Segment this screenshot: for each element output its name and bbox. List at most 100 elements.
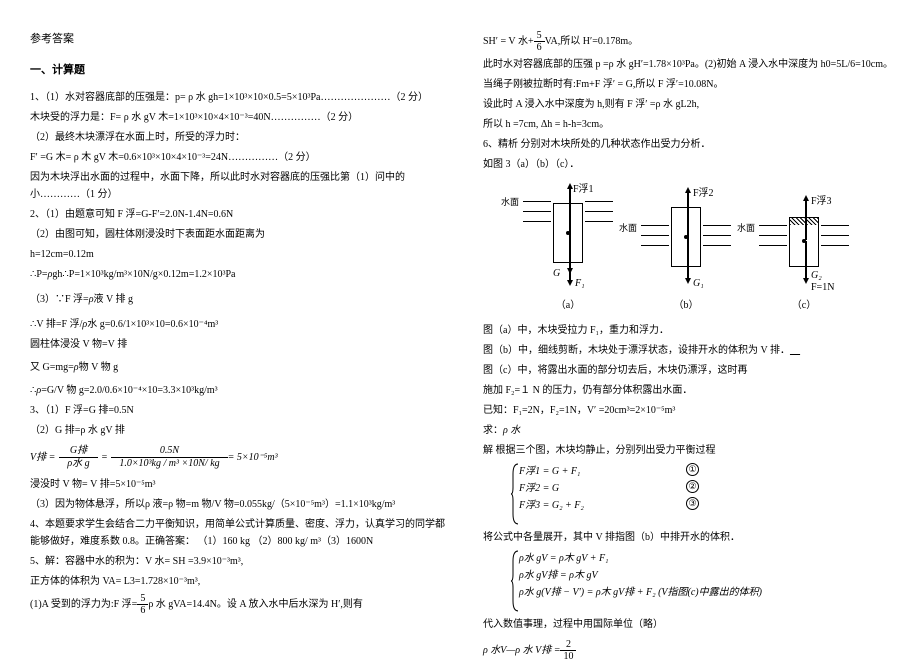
eq6: ρ水 g(V排 − V′) = ρ木 gV排 + F₂ (V指图(c)中露出的体… <box>519 584 762 601</box>
p-3-2: （2）G 排=ρ 水 gV 排 <box>30 422 447 439</box>
eq4: ρ水 gV = ρ木 gV + F₁ <box>519 550 609 567</box>
brace-group-1: F浮1 = G + F₁① F浮2 = G② F浮3 = G₂ + F₂③ <box>511 463 900 525</box>
p-2-5: （3）∵F 浮=ρ液 V 排 g <box>30 291 447 308</box>
r-p9: 图（b）中，细线剪断，木块处于漂浮状态，设排开水的体积为 V 排．__ <box>483 342 900 359</box>
fraction-5-6-left: 5 6 <box>137 593 148 616</box>
diagram-labels: （a） （b） （c） <box>523 297 900 314</box>
r-p6: 6、精析 分别对木块所处的几种状态作出受力分析． <box>483 136 900 153</box>
r-p2: 此时水对容器底部的压强 p =ρ 水 gH′=1.78×10³Pa。(2)初始 … <box>483 56 900 73</box>
dlabel-c: （c） <box>759 297 849 314</box>
left-column: 参考答案 一、计算题 1、（1）水对容器底部的压强是：p= ρ 水 gh=1×1… <box>30 30 465 640</box>
heading-answers: 参考答案 <box>30 30 447 49</box>
final-den: 10 <box>560 651 576 662</box>
frac56-den: 6 <box>137 605 148 616</box>
dlabel-b: （b） <box>641 297 731 314</box>
p-3-3: 浸没时 V 物= V 排=5×10⁻⁵m³ <box>30 476 447 493</box>
p-2-8a: 又 G=mg= <box>30 362 74 373</box>
eq1-num: ① <box>686 463 699 476</box>
label-g-a: G <box>553 265 560 282</box>
label-g1-b: G₁ <box>693 275 704 292</box>
r-p8: 图（a）中，木块受拉力 F₁，重力和浮力． <box>483 322 900 339</box>
r-p9u: __ <box>790 345 800 356</box>
p-2-2: （2）由图可知，圆柱体刚浸没时下表面距水面距离为 <box>30 226 447 243</box>
eq3-num: ③ <box>686 497 699 510</box>
label-float-c: F浮3 <box>811 193 832 210</box>
diagram-row: 水面 F浮1 G F₁ <box>523 183 900 293</box>
p-1-5: 因为木块浮出水面的过程中，水面下降，所以此时水对容器底的压强比第（1）问中的小…… <box>30 169 447 203</box>
eq-result: = 5×10⁻⁵m³ <box>228 449 278 466</box>
eq-num1: G排 <box>59 445 97 458</box>
brace-group-2: ρ水 gV = ρ木 gV + F₁ ρ水 gV排 = ρ木 gV ρ水 g(V… <box>511 550 900 612</box>
label-f2-c: F=1N <box>811 279 834 296</box>
r-p9t: 图（b）中，细线剪断，木块处于漂浮状态，设排开水的体积为 V 排． <box>483 345 790 356</box>
p-5-2: 正方体的体积为 VA= L3=1.728×10⁻³m³, <box>30 573 447 590</box>
p-2-9b: =G/V 物 g=2.0/0.6×10⁻⁴×10=3.3×10³kg/m³ <box>41 385 217 396</box>
eq5: ρ水 gV排 = ρ木 gV <box>519 567 598 584</box>
p-2-7: 圆柱体浸没 V 物=V 排 <box>30 336 447 353</box>
brace-content-2: ρ水 gV = ρ木 gV + F₁ ρ水 gV排 = ρ木 gV ρ水 g(V… <box>519 550 779 612</box>
eq-den1: ρ水 g <box>59 458 97 470</box>
p-1-4: F′ =G 木= ρ 木 gV 木=0.6×10³×10×4×10⁻³=24N…… <box>30 149 447 166</box>
label-float-b: F浮2 <box>693 185 714 202</box>
r-final: ρ 水V—ρ 水 V排 = 2 10 <box>483 639 900 662</box>
brace-content-1: F浮1 = G + F₁① F浮2 = G② F浮3 = G₂ + F₂③ <box>519 463 699 525</box>
r-p14: 解 根据三个图，木块均静止，分别列出受力平衡过程 <box>483 442 900 459</box>
r-p12: 已知：F₁=2N，F₂=1N，V′ =20cm³=2×10⁻⁵m³ <box>483 402 900 419</box>
final-left: ρ 水V—ρ 水 V排 = <box>483 642 560 659</box>
p-1-3: （2）最终木块漂浮在水面上时，所受的浮力时： <box>30 129 447 146</box>
p-2-6: ∴V 排=F 浮/ρ水 g=0.6/1×10³×10=0.6×10⁻⁴m³ <box>30 316 447 333</box>
p-2-5b: 液 V 排 g <box>94 294 134 305</box>
brace-icon-1 <box>511 463 519 525</box>
fraction-2-10: 2 10 <box>560 639 576 662</box>
eq-num2: 0.5N <box>111 445 227 458</box>
equation-vpai: V排 = G排 ρ水 g = 0.5N 1.0×10³kg / m³ ×10N/… <box>30 445 447 470</box>
label-float-a: F浮1 <box>573 181 594 198</box>
p-1-2: 木块受的浮力是：F= ρ 水 gV 木=1×10³×10×4×10⁻³=40N…… <box>30 109 447 126</box>
eq3-left: F浮3 = G₂ + F₂ <box>519 497 584 514</box>
p-1-1: 1、（1）水对容器底部的压强是：p= ρ 水 gh=1×10³×10×0.5=5… <box>30 89 447 106</box>
p-2-6a: ∴V 排=F 浮/ <box>30 319 82 330</box>
r-p7: 如图 3（a）（b）（c）． <box>483 156 900 173</box>
p-5-3a: (1)A 受到的浮力为:F 浮= <box>30 596 137 613</box>
frac56-num: 5 <box>137 593 148 605</box>
p-2-6b: 水 g=0.6/1×10³×10=0.6×10⁻⁴m³ <box>87 319 218 330</box>
p-4: 4、本题要求学生会结合二力平衡知识，用简单公式计算质量、密度、浮力，认真学习的同… <box>30 516 447 550</box>
fraction-5-6-right: 5 6 <box>534 30 545 53</box>
dlabel-a: （a） <box>523 297 613 314</box>
p-5-3b: ρ 水 gVA=14.4N。设 A 放入水中后水深为 H′,则有 <box>148 596 363 613</box>
final-num: 2 <box>560 639 576 651</box>
p-2-8: 又 G=mg=ρ物 V 物 g <box>30 359 447 376</box>
eq-label: V排 = <box>30 449 55 466</box>
r-p3: 当绳子刚被拉断时有:Fm+F 浮′ = G,所以 F 浮′=10.08N。 <box>483 76 900 93</box>
frac56-num-r: 5 <box>534 30 545 42</box>
p-5-3: (1)A 受到的浮力为:F 浮= 5 6 ρ 水 gVA=14.4N。设 A 放… <box>30 593 447 616</box>
frac56-den-r: 6 <box>534 42 545 53</box>
section-heading: 一、计算题 <box>30 61 447 80</box>
r-p1: SH′ = V 水+ 5 6 VA,所以 H′=0.178m。 <box>483 30 900 53</box>
water-label-b: 水面 <box>619 221 637 236</box>
diagram-b: 水面 F浮2 G₁ <box>641 183 731 293</box>
eq-den2: 1.0×10³kg / m³ ×10N/ kg <box>111 458 227 470</box>
eq2-num: ② <box>686 480 699 493</box>
p-2-1: 2、（1）由题意可知 F 浮=G-F′=2.0N-1.4N=0.6N <box>30 206 447 223</box>
r-p4: 设此时 A 浸入水中深度为 h,则有 F 浮′ =ρ 水 gL2h, <box>483 96 900 113</box>
r-p10: 图（c）中，将露出水面的部分切去后，木块仍漂浮，这时再 <box>483 362 900 379</box>
r-p15: 将公式中各量展开，其中 V 排指图（b）中排开水的体积． <box>483 529 900 546</box>
brace-icon-2 <box>511 550 519 612</box>
p-2-4b: gh∴P=1×10³kg/m³×10N/g×0.12m=1.2×10³Pa <box>52 269 235 280</box>
p-2-5a: （3）∵F 浮= <box>30 294 89 305</box>
r-p1b: VA,所以 H′=0.178m。 <box>545 33 638 50</box>
p-2-4: ∴P=ρgh∴P=1×10³kg/m³×10N/g×0.12m=1.2×10³P… <box>30 266 447 283</box>
p-3-4: （3）因为物体悬浮，所以ρ 液=ρ 物=m 物/V 物=0.055kg/（5×1… <box>30 496 447 513</box>
p-2-3: h=12cm=0.12m <box>30 246 447 263</box>
r-p11: 施加 F₂=１ N 的压力，仍有部分体积露出水面． <box>483 382 900 399</box>
label-f1-a: F₁ <box>575 275 585 292</box>
water-label-c: 水面 <box>737 221 755 236</box>
p-2-9: ∴ρ=G/V 物 g=2.0/0.6×10⁻⁴×10=3.3×10³kg/m³ <box>30 382 447 399</box>
diagram-a: 水面 F浮1 G F₁ <box>523 183 613 293</box>
rho-water-symbol: ρ 水 <box>503 425 520 436</box>
r-p16: 代入数值事理，过程中用国际单位（略） <box>483 616 900 633</box>
p-2-8b: 物 V 物 g <box>79 362 119 373</box>
r-p13: 求：ρ 水 <box>483 422 900 439</box>
r-p1a: SH′ = V 水+ <box>483 33 534 50</box>
